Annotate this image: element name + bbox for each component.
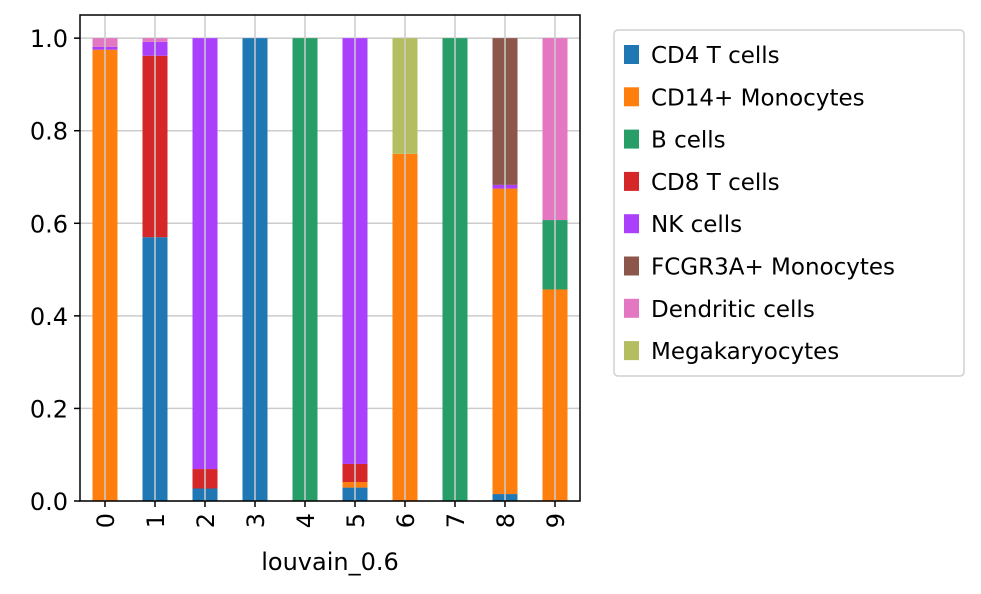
- legend-swatch: [624, 214, 639, 234]
- legend-swatch: [624, 256, 639, 276]
- y-tick-label: 0.4: [30, 303, 68, 331]
- legend-frame: [613, 29, 965, 377]
- legend-swatch: [624, 45, 639, 64]
- x-tick-label: 6: [392, 513, 420, 528]
- legend-swatch: [624, 129, 639, 149]
- legend-label: CD14+ Monocytes: [651, 85, 865, 111]
- bars-group: [92, 38, 568, 502]
- legend-label: FCGR3A+ Monocytes: [651, 255, 895, 281]
- legend-label: Dendritic cells: [651, 297, 815, 323]
- legend-swatch: [624, 298, 639, 318]
- legend-swatch: [624, 171, 639, 191]
- legend-swatch: [624, 87, 639, 107]
- x-tick-label: 2: [192, 513, 220, 528]
- x-tick-label: 7: [442, 513, 470, 528]
- x-axis-ticks: 0 1 2 3 4 5 6 7 8 9: [92, 501, 570, 528]
- x-tick-label: 3: [242, 513, 270, 528]
- legend: CD4 T cells CD14+ Monocytes B cells CD8 T c…: [613, 29, 965, 377]
- y-axis-ticks: 0.0 0.2 0.4 0.6 0.8 1.0: [30, 25, 80, 516]
- x-tick-label: 0: [92, 513, 120, 528]
- y-tick-label: 0.2: [30, 395, 68, 423]
- legend-label: CD4 T cells: [651, 43, 780, 69]
- y-tick-label: 1.0: [30, 25, 68, 53]
- x-tick-label: 1: [142, 513, 170, 528]
- legend-swatch: [624, 341, 639, 361]
- legend-label: B cells: [651, 128, 726, 154]
- legend-label: Megakaryocytes: [651, 339, 839, 365]
- x-tick-label: 8: [492, 513, 520, 528]
- axes-frame: [79, 14, 581, 502]
- vertical-grid-lines: [104, 15, 556, 501]
- legend-label: CD8 T cells: [651, 170, 780, 196]
- x-tick-label: 9: [542, 513, 570, 528]
- x-axis-label: louvain_0.6: [261, 548, 399, 576]
- x-tick-label: 4: [292, 513, 320, 528]
- y-tick-label: 0.6: [30, 210, 68, 238]
- y-tick-label: 0.8: [30, 118, 68, 146]
- x-tick-label: 5: [342, 513, 370, 528]
- y-tick-label: 0.0: [30, 488, 68, 516]
- legend-label: NK cells: [651, 212, 742, 238]
